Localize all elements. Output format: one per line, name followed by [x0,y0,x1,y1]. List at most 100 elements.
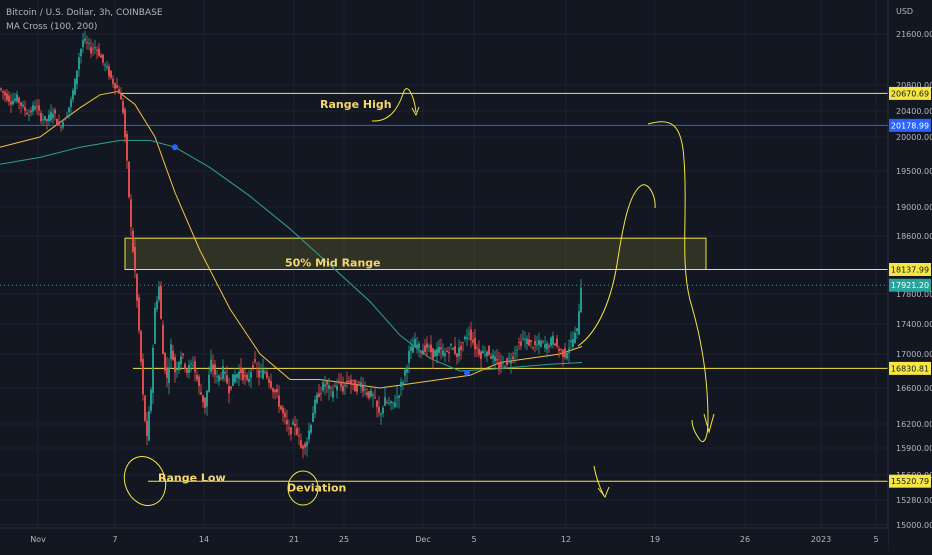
candle [184,362,186,373]
candle [90,39,92,58]
candle [264,367,266,375]
candle [84,31,86,45]
candle [254,351,256,365]
annotation-text[interactable]: Range High [320,98,392,111]
candle [350,374,352,395]
candle [558,345,560,358]
candle [124,107,126,143]
candle [190,359,192,373]
candle [98,43,100,58]
candle [276,384,278,398]
candle [428,343,430,352]
candle [68,107,70,119]
candle [504,364,506,369]
candle [144,394,146,423]
candle [252,361,254,372]
candle [414,332,416,348]
candle [210,349,212,375]
candle [130,193,132,236]
candle [420,350,422,359]
candle [70,96,72,115]
candle [358,380,360,387]
price-tick-label: 15280.00 [896,496,932,505]
candle [38,99,40,116]
candle [244,368,246,386]
candle [56,118,58,126]
drawn-path-up [577,184,656,347]
candle [556,334,558,349]
candle [82,32,84,53]
candle [458,339,460,363]
candle [32,101,34,116]
candle [318,383,320,398]
candle [92,42,94,56]
candle [118,85,120,94]
candle [230,386,232,391]
candle [20,101,22,114]
candle [138,294,140,334]
candle [80,47,82,64]
candle [392,401,394,410]
candle [448,346,450,363]
candle [248,369,250,386]
candle [396,386,398,408]
level-lines [0,92,888,482]
mid-range-zone[interactable] [124,237,707,270]
price-tick-label: 20400.00 [896,107,932,116]
candle [300,433,302,449]
time-axis: Nov 7 14 21 25 Dec 5 12 19 26 2023 5 [0,527,888,550]
price-tick-label: 17400.00 [896,320,932,329]
annotation-text[interactable]: Deviation [287,481,346,494]
candle [132,227,134,254]
candle [372,391,374,408]
candle [156,296,158,313]
candle [212,354,214,377]
candle [568,339,570,364]
candle [106,60,108,71]
candle [172,344,174,361]
candle [148,405,150,442]
candle [470,321,472,348]
candle [182,352,184,360]
price-tick-label: 18600.00 [896,232,932,241]
grid [0,0,888,528]
candle [356,379,358,396]
candle [228,377,230,404]
candle [126,130,128,169]
candle [562,348,564,367]
candle [574,326,576,344]
svg-text:20670.69: 20670.69 [891,89,929,98]
candle [352,379,354,391]
candle [290,426,292,441]
candle [480,350,482,369]
annotation-text[interactable]: Range Low [158,471,226,484]
time-tick-label: 7 [112,535,117,544]
price-axis: USD 21600.00 20800.00 20400.00 20000.00 19500… [887,0,932,550]
annotation-text[interactable]: 50% Mid Range [285,256,381,269]
candle [390,400,392,411]
candle [274,388,276,400]
candle [388,396,390,406]
candle [198,374,200,395]
candle [360,376,362,393]
candle [410,338,412,359]
candle [102,54,104,66]
candle [438,339,440,356]
candle [342,376,344,395]
candle [578,303,580,335]
candle [192,356,194,369]
candle [14,93,16,104]
candle [176,361,178,378]
candle [376,400,378,418]
candle [384,385,386,406]
candle [330,385,332,397]
candle [28,109,30,122]
candle [492,349,494,365]
candle [272,387,274,399]
candle [100,52,102,58]
candle [538,332,540,355]
candle [146,411,148,446]
candle [234,367,236,384]
